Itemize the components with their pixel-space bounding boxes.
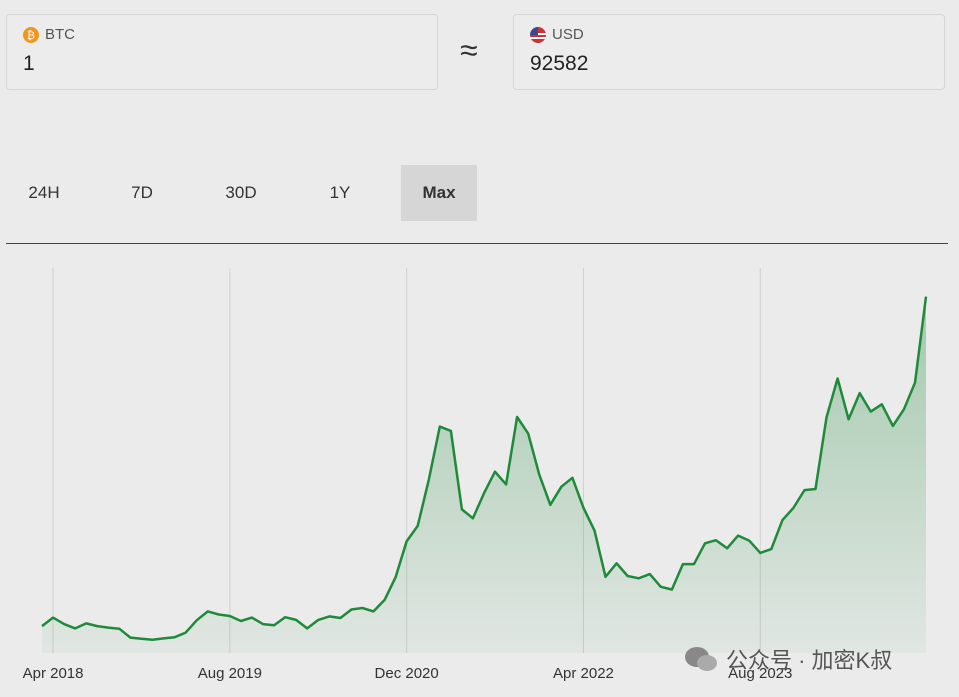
x-tick-label: Dec 2020 xyxy=(375,665,439,682)
to-amount[interactable]: 92582 xyxy=(530,52,589,75)
range-tab[interactable]: Max xyxy=(401,165,477,221)
range-tab[interactable]: 7D xyxy=(104,165,180,221)
range-tab[interactable]: 30D xyxy=(203,165,279,221)
x-tick-label: Aug 2023 xyxy=(728,665,792,682)
area-fill xyxy=(42,296,926,653)
svg-text:₿: ₿ xyxy=(27,30,35,42)
from-amount[interactable]: 1 xyxy=(23,52,35,75)
separator xyxy=(6,243,948,244)
to-code: USD xyxy=(552,26,584,43)
from-currency: ₿ BTC xyxy=(23,26,75,43)
range-tab[interactable]: 24H xyxy=(6,165,82,221)
x-tick-label: Apr 2022 xyxy=(553,665,614,682)
wechat-icon xyxy=(685,647,717,671)
btc-icon: ₿ xyxy=(23,26,39,43)
watermark-text: 公众号 · 加密K叔 xyxy=(726,648,893,673)
from-code: BTC xyxy=(45,26,75,43)
range-tab[interactable]: 1Y xyxy=(302,165,378,221)
to-box[interactable]: USD 92582 xyxy=(513,14,945,90)
chart: Apr 2018 Aug 2019 Dec 2020 Apr 2022 Aug 2023 xyxy=(23,268,928,682)
from-box[interactable]: ₿ BTC 1 xyxy=(6,14,438,90)
to-currency: USD xyxy=(530,26,584,43)
approx-sign: ≈ xyxy=(460,32,478,68)
x-tick-label: Aug 2019 xyxy=(198,665,262,682)
price-line xyxy=(41,296,928,641)
us-flag xyxy=(530,26,546,43)
x-tick-label: Apr 2018 xyxy=(23,665,84,682)
watermark: 公众号 · 加密K叔 xyxy=(684,643,892,675)
